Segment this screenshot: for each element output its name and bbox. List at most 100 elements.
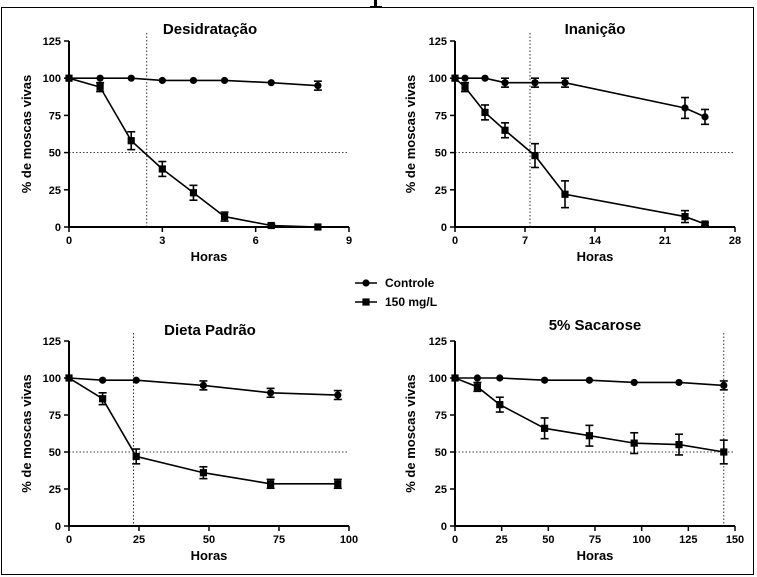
y-tick-label: 125 [43, 36, 61, 48]
data-point-square [675, 441, 683, 449]
y-tick-label: 50 [49, 148, 61, 160]
y-tick-label: 25 [435, 185, 447, 197]
x-tick-label: 6 [253, 235, 259, 247]
y-tick-label: 0 [55, 521, 61, 533]
data-point-circle [314, 82, 322, 90]
x-tick-label: 150 [726, 534, 744, 546]
x-tick-label: 75 [589, 534, 601, 546]
chart-title: Inanição [565, 21, 626, 38]
y-tick-label: 0 [441, 222, 447, 234]
data-point-circle [199, 381, 207, 389]
x-tick-label: 50 [542, 534, 554, 546]
x-tick-label: 75 [273, 534, 285, 546]
data-point-square [451, 374, 459, 382]
y-tick-label: 100 [429, 73, 447, 85]
chart-panel-4: 5% Sacarose 0 25 50 75 100 125 0 25 50 75 100 125 150… [403, 317, 744, 563]
data-point-square [473, 383, 481, 391]
data-point-circle [630, 378, 638, 387]
series-line-controle [69, 77, 318, 87]
series-line-controle [455, 77, 706, 118]
data-point-square [132, 452, 140, 461]
data-point-circle [334, 391, 342, 399]
x-tick-label: 100 [340, 534, 358, 546]
chart-panel-2: Inanição 0 25 50 75 100 125 0 7 14 21 28 Horas % de m… [403, 21, 741, 264]
data-point-square [531, 151, 539, 160]
y-tick-label: 100 [43, 73, 61, 85]
x-tick-label: 25 [496, 534, 508, 546]
data-point-circle [496, 374, 504, 382]
data-point-circle [531, 79, 539, 87]
x-axis-label: Horas [191, 548, 228, 563]
chart-panel-1: Desidratação 0 25 50 75 100 125 0 3 6 9 Horas % de m… [19, 21, 352, 264]
data-point-square [630, 439, 638, 447]
data-point-circle [189, 76, 198, 85]
data-point-circle [561, 79, 569, 87]
series-line-controle [68, 377, 338, 396]
y-axis-label: % de moscas vivas [19, 374, 34, 493]
x-tick-label: 0 [66, 235, 72, 247]
series-line-controle [455, 377, 724, 387]
legend: Controle 150 mg/L [355, 276, 437, 309]
data-point-square [461, 83, 469, 91]
data-point-square [314, 223, 322, 231]
data-point-circle [585, 376, 594, 384]
data-point-circle [132, 376, 140, 384]
x-tick-label: 14 [589, 235, 602, 247]
y-tick-label: 100 [429, 373, 447, 385]
data-point-square [127, 137, 135, 145]
y-tick-label: 100 [43, 373, 61, 385]
data-point-square [220, 212, 229, 221]
data-point-circle [701, 113, 709, 121]
y-tick-label: 50 [435, 148, 447, 160]
data-point-circle [96, 74, 104, 82]
x-tick-label: 25 [133, 534, 145, 546]
data-point-square [681, 212, 689, 221]
series-line-150mgl [68, 77, 318, 228]
data-point-square [481, 108, 489, 117]
y-tick-label: 75 [435, 110, 447, 122]
data-point-square [496, 401, 504, 409]
y-tick-label: 50 [435, 447, 447, 459]
data-point-circle [267, 389, 275, 397]
data-point-circle [501, 79, 509, 87]
chart-title: Desidratação [163, 21, 257, 38]
series-line-150mgl [68, 377, 338, 485]
y-tick-label: 25 [49, 185, 61, 197]
y-tick-label: 75 [435, 410, 447, 422]
x-tick-label: 7 [522, 235, 528, 247]
data-point-circle [267, 79, 275, 87]
y-tick-label: 25 [49, 484, 61, 496]
series-line-150mgl [454, 377, 724, 453]
data-point-square [189, 189, 198, 197]
data-point-square [501, 126, 509, 134]
data-point-square [585, 432, 593, 440]
y-axis-label: % de moscas vivas [403, 75, 418, 194]
legend-label: Controle [385, 276, 435, 290]
legend-label: 150 mg/L [385, 295, 437, 309]
x-tick-label: 9 [346, 235, 352, 247]
y-tick-label: 25 [435, 484, 447, 496]
x-tick-label: 100 [632, 534, 650, 546]
y-tick-label: 0 [55, 222, 61, 234]
data-point-circle [481, 74, 489, 82]
data-point-square [158, 165, 166, 173]
y-tick-label: 0 [441, 521, 447, 533]
x-tick-label: 125 [679, 534, 697, 546]
series-line-150mgl [454, 77, 706, 225]
data-point-circle [461, 74, 469, 82]
y-tick-label: 125 [429, 336, 447, 348]
data-point-square [96, 83, 104, 91]
data-point-square [65, 74, 73, 82]
data-point-square [267, 221, 275, 230]
data-point-circle [541, 376, 549, 384]
x-axis-label: Horas [577, 249, 614, 264]
data-point-circle [220, 76, 229, 85]
x-tick-label: 21 [659, 235, 671, 247]
data-point-circle [127, 74, 135, 82]
data-point-circle [99, 376, 107, 384]
y-tick-label: 75 [49, 410, 61, 422]
x-tick-label: 50 [203, 534, 215, 546]
x-axis-label: Horas [577, 548, 614, 563]
data-point-square [99, 395, 107, 403]
